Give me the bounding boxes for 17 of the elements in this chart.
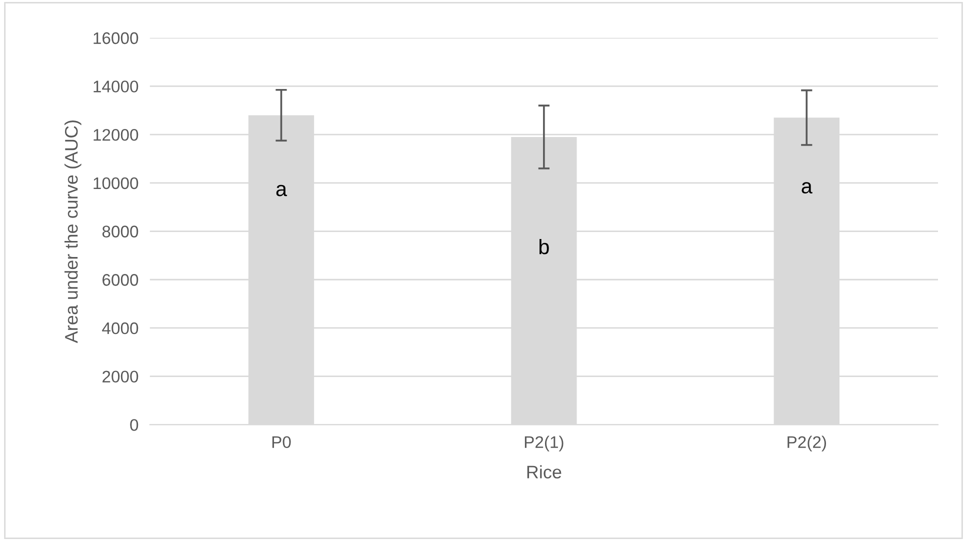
annotation: a	[276, 184, 288, 196]
annotation: a	[802, 182, 812, 194]
y-tick-label: 6000	[102, 274, 138, 286]
y-tick-label: 8000	[102, 226, 138, 238]
y-tick-label: 2000	[102, 370, 138, 383]
y-tick-label: 10000	[94, 177, 138, 190]
y-axis-title: Area under the curve (AUC)	[64, 120, 82, 344]
y-tick-label: 12000	[94, 128, 138, 141]
y-tick-label: 4000	[102, 322, 138, 334]
x-axis-title: Rice	[527, 465, 562, 478]
x-tick-label: P2(2)	[788, 436, 826, 452]
y-tick-label: 16000	[94, 32, 138, 44]
annotation: b	[539, 238, 549, 254]
x-tick-label: P2(1)	[524, 436, 564, 452]
y-tick-label: 14000	[94, 80, 138, 92]
x-tick-label: P0	[272, 436, 291, 448]
y-tick-label: 0	[130, 419, 138, 431]
